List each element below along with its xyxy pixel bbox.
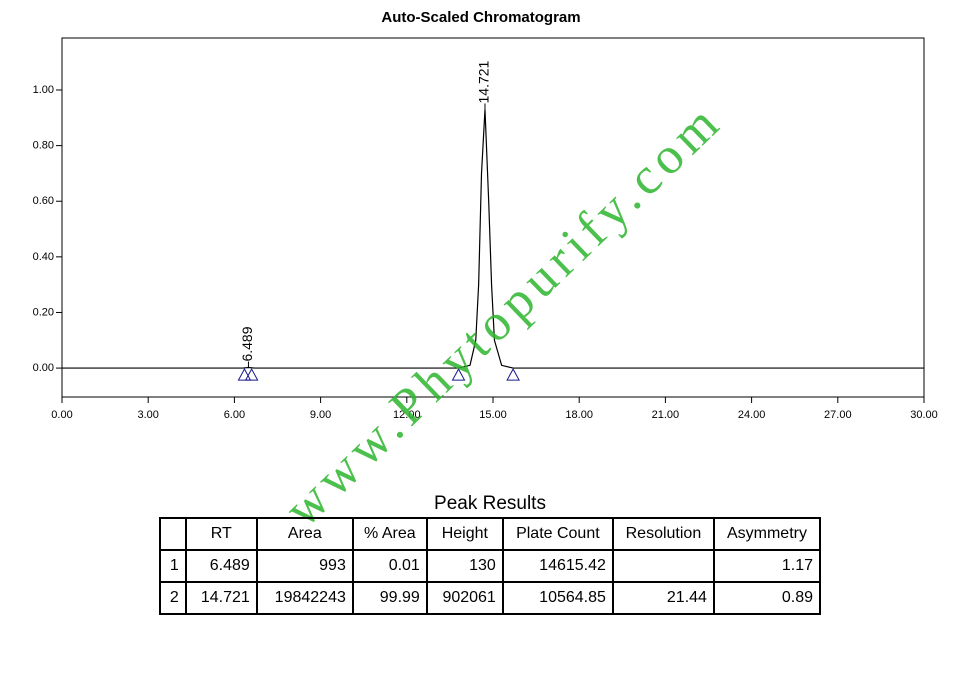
table-cell: 0.89 <box>712 581 822 615</box>
table-cell: 130 <box>425 549 504 583</box>
x-tick-label: 30.00 <box>910 409 938 421</box>
table-cell: Height <box>425 517 504 551</box>
peak-marker <box>244 368 259 381</box>
peak-marker <box>237 368 252 381</box>
x-tick-label: 24.00 <box>738 409 766 421</box>
table-row: 2 14.721 19842243 99.99 902061 10564.85 21.44 0… <box>159 581 822 615</box>
x-tick-label: 18.00 <box>565 409 593 421</box>
x-tick-label: 12.00 <box>393 409 421 421</box>
table-cell: RT <box>184 517 258 551</box>
y-tick-label: 1.00 <box>33 84 54 96</box>
y-tick-label: 0.40 <box>33 251 54 263</box>
table-cell: 0.01 <box>351 549 428 583</box>
peak-results: Peak Results RT Area% Area Height Plate Cou… <box>159 490 822 615</box>
y-tick-label: 0.20 <box>33 306 54 318</box>
table-cell: Area <box>255 517 354 551</box>
peak-label: 14.721 <box>476 60 492 103</box>
table-cell: Plate Count <box>501 517 614 551</box>
results-table: RT Area% Area Height Plate Count Resolution A… <box>159 517 822 615</box>
table-cell: 10564.85 <box>501 581 614 615</box>
watermark: www.Phytopurify.com <box>274 91 734 538</box>
table-cell: 2 <box>159 581 187 615</box>
table-cell: 14615.42 <box>501 549 614 583</box>
x-tick-label: 21.00 <box>652 409 680 421</box>
peak-marker <box>451 368 466 381</box>
table-cell: 1 <box>159 549 187 583</box>
table-cell <box>611 549 715 583</box>
table-row: 1 6.489 993 0.01 130 14615.42 1.17 <box>159 549 822 583</box>
peak-label: 6.489 <box>239 326 255 361</box>
x-tick-label: 9.00 <box>310 409 331 421</box>
table-cell: 6.489 <box>184 549 258 583</box>
table-cell <box>159 517 187 551</box>
table-cell: 1.17 <box>712 549 822 583</box>
table-cell: Asymmetry <box>712 517 822 551</box>
table-cell: 14.721 <box>184 581 258 615</box>
chart-title: Auto-Scaled Chromatogram <box>381 9 580 26</box>
y-tick-label: 0.80 <box>33 140 54 152</box>
table-title: Peak Results <box>434 493 546 514</box>
table-cell: 99.99 <box>351 581 428 615</box>
y-tick-label: 0.00 <box>33 362 54 374</box>
table-cell: Resolution <box>611 517 715 551</box>
x-tick-label: 6.00 <box>224 409 245 421</box>
y-tick-label: 0.60 <box>33 195 54 207</box>
trace <box>62 109 924 369</box>
table-row: RT Area% Area Height Plate Count Resolution A… <box>159 517 822 551</box>
x-tick-label: 15.00 <box>479 409 507 421</box>
x-tick-label: 27.00 <box>824 409 852 421</box>
table-cell: 21.44 <box>611 581 715 615</box>
x-tick-label: 0.00 <box>51 409 72 421</box>
table-cell: 993 <box>255 549 354 583</box>
x-tick-label: 3.00 <box>137 409 158 421</box>
table-cell: % Area <box>351 517 428 551</box>
table-cell: 19842243 <box>255 581 354 615</box>
peak-marker <box>506 368 520 381</box>
table-cell: 902061 <box>425 581 504 615</box>
